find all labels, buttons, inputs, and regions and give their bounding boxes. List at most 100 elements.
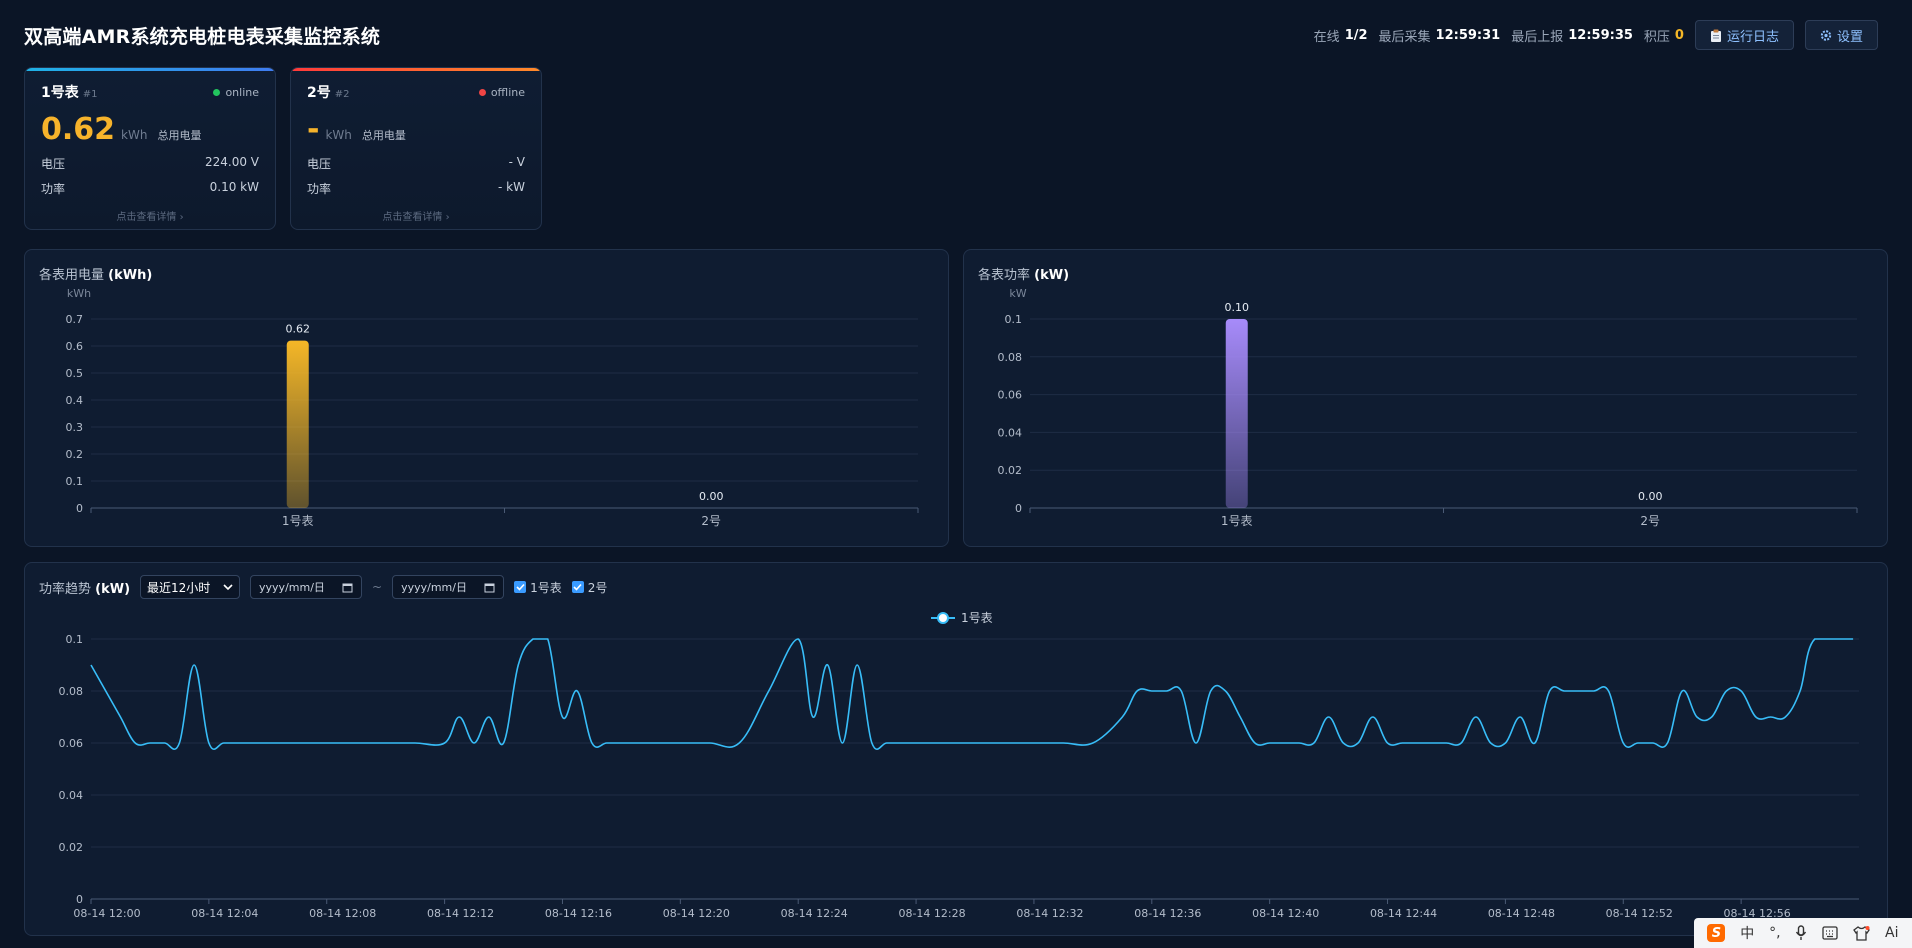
online-value: 1/2 [1344,27,1368,43]
power-label: 功率 [41,182,66,196]
time-range-select[interactable]: 最近12小时 [140,575,241,599]
date-to-input[interactable]: yyyy/mm/日 [392,575,505,599]
meter-card-2[interactable]: 2号 #2 offline - kWh 总用电量 电压 - V 功率 - kW 点… [290,67,542,230]
date-separator: ~ [372,580,383,594]
trend-title: 功率趋势 (kW) [39,581,131,597]
meter-1-checkbox[interactable]: 1号表 [514,579,562,596]
x-tick-label: 08-14 12:44 [1370,907,1437,920]
settings-label: 设置 [1836,29,1863,45]
energy-unit: kWh [325,128,352,142]
bar-value-label: 0.00 [1638,490,1663,503]
energy-bar-chart: kWh 0 0.1 0.2 0.3 0.4 0.5 0.6 0.7 0.62 1号表 0.00 2号 [66,287,919,528]
energy-label: 总用电量 [361,129,406,142]
last-report-label: 最后上报 [1511,29,1564,45]
online-label: 在线 [1313,29,1340,45]
y-tick-label: 0.5 [66,367,84,380]
power-value: 0.10 kW [209,180,259,194]
bar-value-label: 0.62 [286,323,311,336]
ai-assistant-icon[interactable]: Ai [1885,925,1899,941]
y-tick-label: 0.1 [66,633,84,646]
ime-lang-toggle[interactable]: 中 [1740,926,1755,942]
y-tick-label: 0.4 [66,394,84,407]
last-report-value: 12:59:35 [1568,27,1633,43]
energy-value: - [307,112,320,147]
meter-card-1[interactable]: 1号表 #1 online 0.62 kWh 总用电量 电压 224.00 V 功… [24,67,276,230]
x-tick-label: 08-14 12:48 [1488,907,1555,920]
status-dot-icon [213,88,221,96]
y-tick-label: 0.7 [66,313,84,326]
x-tick-label: 08-14 12:28 [898,907,965,920]
x-tick-label: 08-14 12:56 [1724,907,1791,920]
x-tick-label: 08-14 12:12 [427,907,494,920]
voltage-label: 电压 [41,157,66,171]
x-tick-label: 08-14 12:16 [545,907,612,920]
backlog-label: 积压 [1643,29,1670,45]
voltage-label: 电压 [307,157,332,171]
y-tick-label: 0.04 [59,789,84,802]
punctuation-icon[interactable]: °, [1769,925,1781,941]
power-row: 功率 - kW [307,180,525,197]
check-icon [514,581,527,593]
x-tick-label: 1号表 [282,514,314,528]
microphone-icon[interactable] [1795,925,1807,941]
voltage-row: 电压 224.00 V [41,155,259,172]
x-tick-label: 08-14 12:04 [191,907,258,920]
meter-name: 2号 [307,85,331,101]
legend-label: 1号表 [961,611,993,625]
meter-id: #1 [82,89,98,100]
bar [1225,319,1248,508]
last-collect-value: 12:59:31 [1435,27,1501,43]
y-tick-label: 0.08 [59,685,84,698]
energy-label: 总用电量 [157,129,202,142]
x-tick-label: 08-14 12:00 [73,907,140,920]
top-bar: 双高端AMR系统充电桩电表采集监控系统 在线 1/2 最后采集 12:59:31… [24,20,1878,50]
power-label: 功率 [307,182,332,196]
x-tick-label: 08-14 12:36 [1134,907,1201,920]
bar [286,340,309,508]
backlog-value: 0 [1674,27,1684,43]
y-tick-label: 0.6 [66,340,84,353]
y-tick-label: 0.3 [66,421,84,434]
date-from-input[interactable]: yyyy/mm/日 [250,575,363,599]
run-log-button[interactable]: 运行日志 [1694,20,1794,50]
voltage-value: 224.00 V [204,155,259,169]
energy-chart-panel: 各表用电量 (kWh) kWh 0 0.1 0.2 0.3 0.4 0.5 0.6 0.7 0.6… [24,249,949,547]
keyboard-icon[interactable] [1822,926,1838,940]
sogou-logo-icon[interactable]: S [1707,924,1726,942]
detail-link[interactable]: 点击查看详情 › [116,212,184,223]
clipboard-icon [1710,29,1721,42]
power-value: - kW [498,180,525,194]
power-trend-chart: 0 0.02 0.04 0.06 0.08 0.1 08-14 12:00 08-14 12:… [59,611,1859,920]
settings-button[interactable]: 设置 [1804,20,1878,50]
y-tick-label: 0.02 [59,841,84,854]
meter-2-checkbox[interactable]: 2号 [571,579,607,596]
last-collect-stat: 最后采集 12:59:31 [1379,26,1501,45]
meter-title: 1号表 #1 [41,82,98,102]
y-tick-label: 0.04 [998,426,1023,439]
power-row: 功率 0.10 kW [41,180,259,197]
y-tick-label: 0.06 [998,389,1023,402]
calendar-icon [484,583,495,592]
y-tick-label: 0.02 [998,464,1023,477]
skin-shirt-icon[interactable] [1853,925,1871,941]
x-tick-label: 2号 [701,514,721,528]
y-axis-unit: kW [1009,287,1026,300]
energy-chart-title: 各表用电量 (kWh) [39,268,153,283]
energy-value: 0.62 [41,112,116,147]
status-badge: online [213,86,259,99]
bar-value-label: 0.00 [699,490,724,503]
y-tick-label: 0 [76,502,83,515]
series-line [90,638,1854,750]
y-tick-label: 0.2 [66,448,84,461]
status-text: offline [490,85,525,99]
y-tick-label: 0 [1015,502,1022,515]
voltage-value: - V [508,155,525,169]
x-tick-label: 1号表 [1221,514,1253,528]
gear-icon [1820,29,1832,41]
backlog-stat: 积压 0 [1644,26,1684,45]
y-axis-unit: kWh [67,287,91,300]
detail-link[interactable]: 点击查看详情 › [382,212,450,223]
status-dot-icon [478,88,486,96]
x-tick-label: 08-14 12:52 [1606,907,1673,920]
y-tick-label: 0.1 [66,475,84,488]
